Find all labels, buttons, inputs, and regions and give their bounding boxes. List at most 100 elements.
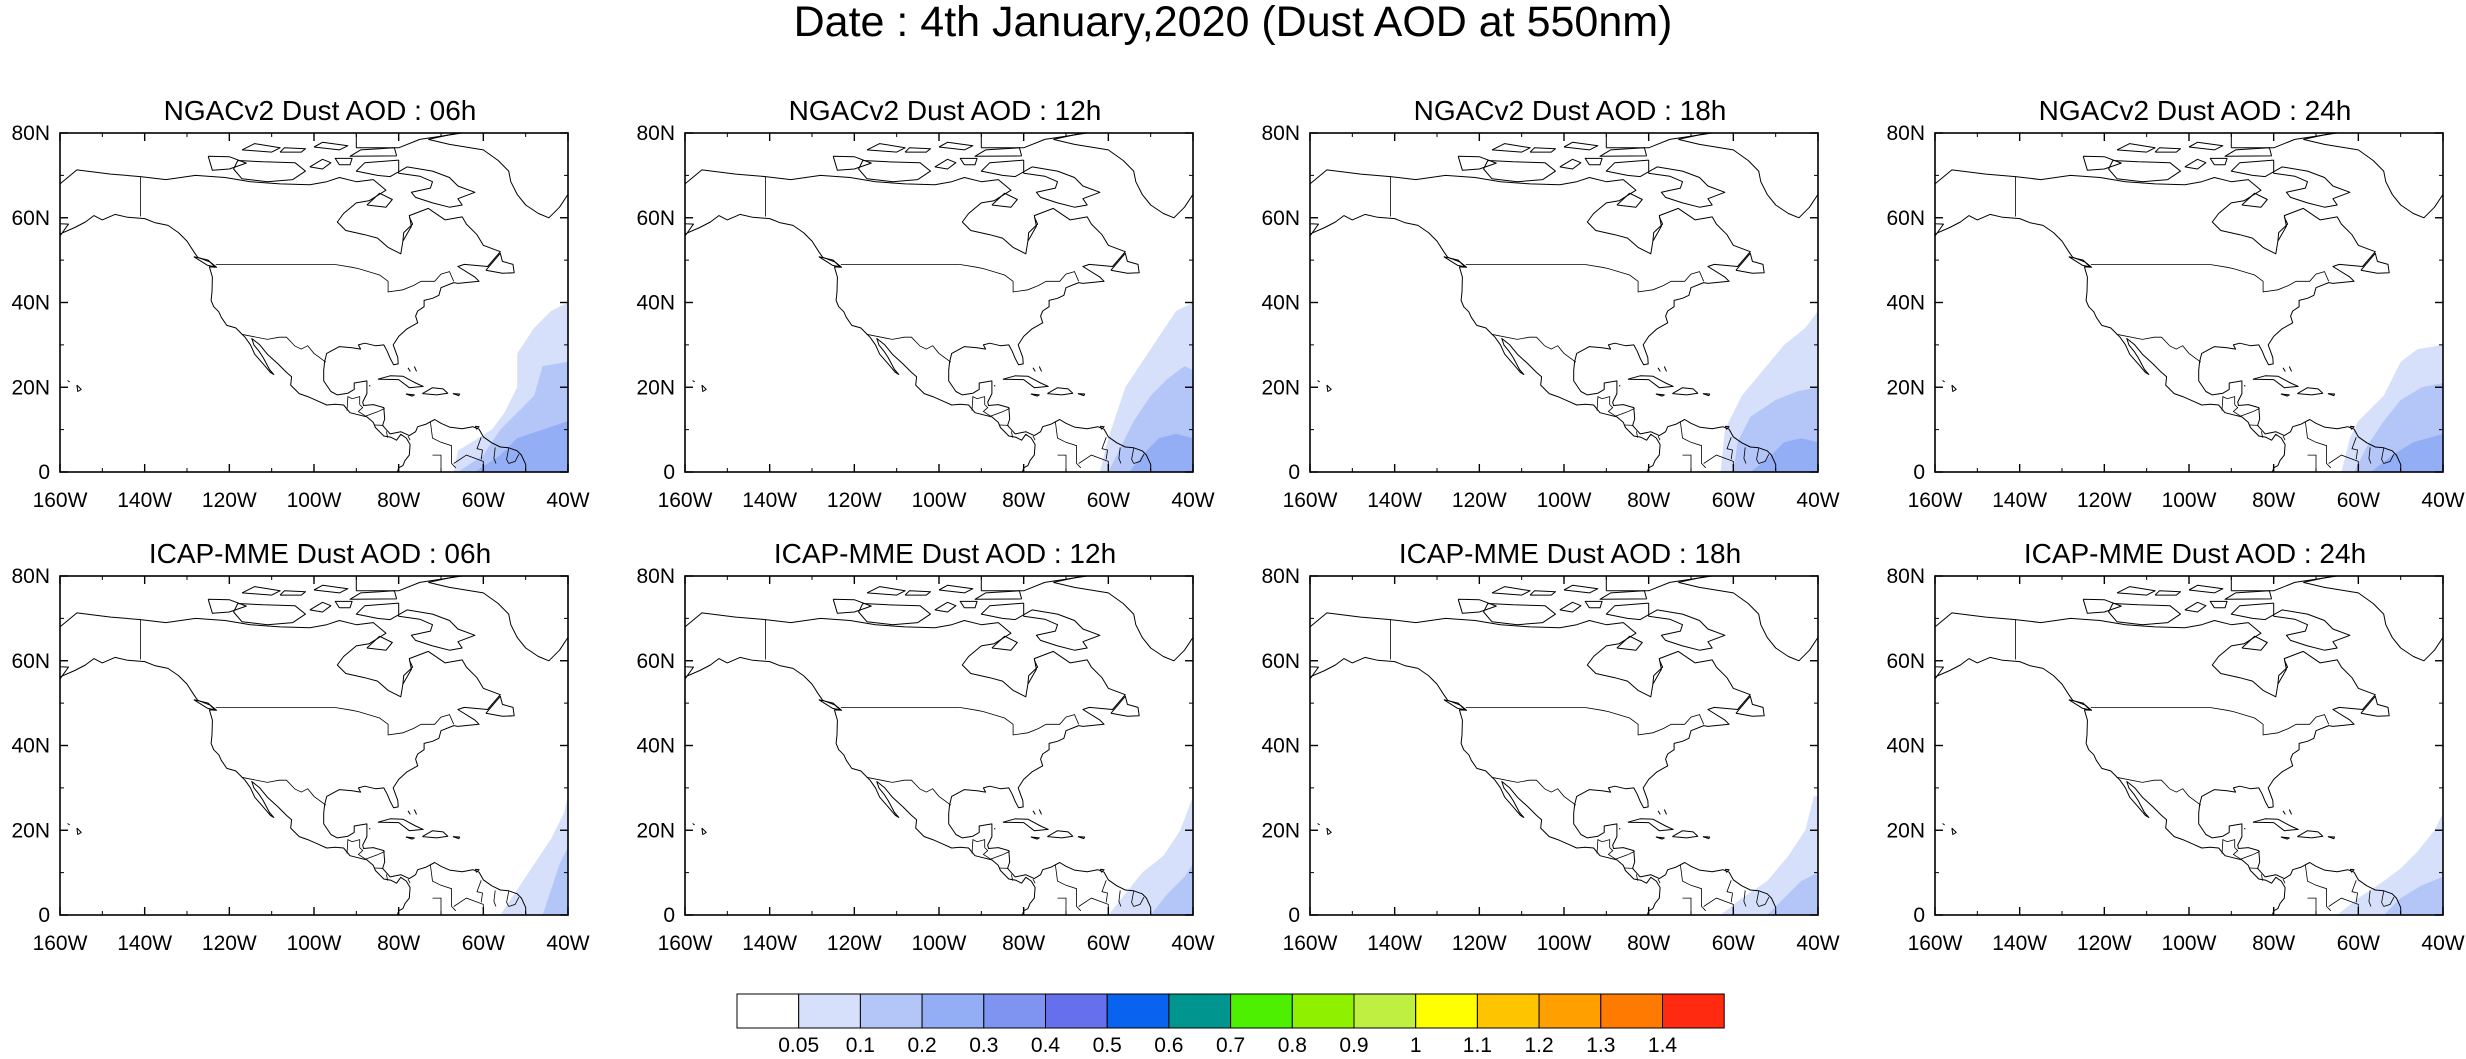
country-border <box>1597 840 1610 854</box>
country-border <box>972 840 985 854</box>
coastline-pacificSouth <box>1935 635 2401 915</box>
country-border <box>1683 898 1692 915</box>
coastline-princeWales <box>935 602 956 612</box>
coastline-vancouverIsl <box>819 700 840 710</box>
country-border <box>983 405 990 417</box>
colorbar-swatch <box>1477 994 1539 1028</box>
coastline-bahamas1 <box>1658 811 1660 814</box>
colorbar-label: 0.1 <box>846 1034 875 1057</box>
lat-tick-label: 20N <box>636 376 675 399</box>
coastline-princeWales <box>2185 602 2206 612</box>
lon-tick-label: 80W <box>1627 489 1670 512</box>
map-area <box>1310 133 1818 472</box>
country-border <box>2222 397 2235 411</box>
lon-tick-label: 140W <box>1992 489 2047 512</box>
country-border <box>2241 851 2260 859</box>
map-area <box>685 576 1193 915</box>
coastline-banks <box>833 599 871 613</box>
lon-tick-label: 100W <box>2162 932 2217 955</box>
lat-tick-label: 80N <box>11 565 50 588</box>
panel-title: ICAP-MME Dust AOD : 06h <box>0 538 680 570</box>
coastline-greenland <box>1678 576 1818 661</box>
lon-tick-label: 80W <box>1002 489 1045 512</box>
coastline-bahamas2 <box>1664 810 1666 815</box>
lon-tick-label: 160W <box>1283 489 1338 512</box>
coastline-hispaniola <box>1672 388 1697 395</box>
country-border <box>2222 840 2235 854</box>
lat-tick-label: 0 <box>1288 461 1300 484</box>
colorbar-label: 1.2 <box>1524 1034 1553 1057</box>
country-border <box>1058 455 1067 472</box>
coastline-baffin <box>1606 160 1725 207</box>
coastline-iceless3 <box>867 144 905 153</box>
lon-tick-label: 40W <box>1796 932 1839 955</box>
colorbar-swatch <box>1169 994 1231 1028</box>
colorbar-swatch <box>1292 994 1354 1028</box>
lon-tick-label: 60W <box>1087 489 1130 512</box>
lat-tick-label: 20N <box>11 376 50 399</box>
coastline-cuba <box>2253 819 2298 831</box>
colorbar-label: 1.1 <box>1463 1034 1492 1057</box>
country-border <box>408 436 410 440</box>
colorbar-swatch <box>1107 994 1169 1028</box>
map-area <box>1935 133 2443 472</box>
coastline-bahamas2 <box>1039 367 1041 372</box>
colorbar-label: 0.2 <box>907 1034 936 1057</box>
country-border <box>2283 436 2285 440</box>
lon-tick-label: 60W <box>2337 932 2380 955</box>
lon-tick-label: 40W <box>1796 489 1839 512</box>
lon-tick-label: 100W <box>2162 489 2217 512</box>
coastline-somerset <box>1585 158 1602 164</box>
coastline-bahamas2 <box>2289 810 2291 815</box>
lat-tick-label: 60N <box>1261 207 1300 230</box>
country-border <box>1608 405 1615 417</box>
colorbar-swatch <box>1231 994 1293 1028</box>
lat-tick-label: 40N <box>11 292 50 315</box>
lon-tick-label: 140W <box>1992 932 2047 955</box>
lon-tick-label: 60W <box>462 932 505 955</box>
lon-tick-label: 120W <box>827 489 882 512</box>
coastline-bahamas1 <box>408 368 410 371</box>
coastline-pacificSouth <box>60 635 526 915</box>
lat-tick-label: 60N <box>11 650 50 673</box>
country-border <box>1584 264 1703 292</box>
colorbar-swatch <box>922 994 984 1028</box>
lon-tick-label: 160W <box>658 932 713 955</box>
coastline-hawaii2 <box>1943 824 1945 825</box>
coastline-puertoRico <box>1703 837 1710 839</box>
coastline-puertoRico <box>2328 394 2335 396</box>
lon-tick-label: 160W <box>33 932 88 955</box>
lon-tick-label: 100W <box>912 932 967 955</box>
coastline-puertoRico <box>1078 837 1085 839</box>
coastline-cuba <box>1628 376 1673 388</box>
coastline-bahamas2 <box>1664 367 1666 372</box>
coastline-northAmerica <box>1310 170 1776 472</box>
lon-tick-label: 100W <box>287 489 342 512</box>
coastline-somerset <box>335 601 352 607</box>
coastline-hudsonEast <box>1653 217 1663 241</box>
coastline-iceless1 <box>2155 591 2180 595</box>
coastline-hawaii2 <box>1318 824 1320 825</box>
colorbar-label: 0.05 <box>778 1034 819 1057</box>
lat-tick-label: 0 <box>663 461 675 484</box>
panel-title: ICAP-MME Dust AOD : 24h <box>1835 538 2466 570</box>
coastline-princeWales <box>1560 602 1581 612</box>
coastline-hawaii2 <box>1318 381 1320 382</box>
coastline-iceless3 <box>867 587 905 596</box>
coastline-hispaniola <box>1047 831 1072 838</box>
coastline-hudsonEast <box>2278 217 2288 241</box>
panel-title: NGACv2 Dust AOD : 12h <box>585 95 1305 127</box>
colorbar-swatch <box>1046 994 1108 1028</box>
coastline-bahamas1 <box>2283 811 2285 814</box>
colorbar-label: 0.4 <box>1031 1034 1061 1057</box>
coastline-banks <box>2083 156 2121 170</box>
coastline-banks <box>2083 599 2121 613</box>
country-border <box>433 898 442 915</box>
country-border <box>959 707 1078 735</box>
coastline-iceless1 <box>905 148 930 152</box>
colorbar-swatch <box>1601 994 1663 1028</box>
coastline-jamaica <box>406 394 414 396</box>
coastline-bahamas1 <box>1033 811 1035 814</box>
